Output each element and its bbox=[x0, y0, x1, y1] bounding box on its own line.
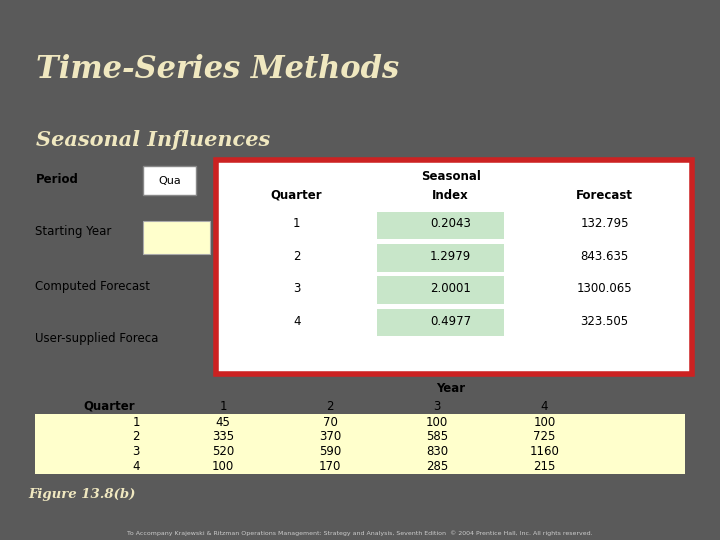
Text: 590: 590 bbox=[319, 445, 341, 458]
Text: 215: 215 bbox=[534, 460, 556, 472]
Text: Figure 13.8(b): Figure 13.8(b) bbox=[29, 488, 136, 501]
Text: 2: 2 bbox=[132, 430, 140, 443]
Text: User-supplied Foreca: User-supplied Foreca bbox=[35, 332, 159, 345]
FancyBboxPatch shape bbox=[143, 166, 197, 195]
Text: Period: Period bbox=[35, 173, 78, 186]
FancyBboxPatch shape bbox=[143, 221, 210, 254]
FancyBboxPatch shape bbox=[377, 276, 504, 304]
Text: Forecast: Forecast bbox=[576, 189, 633, 202]
Text: 1: 1 bbox=[132, 416, 140, 429]
Text: Index: Index bbox=[432, 189, 469, 202]
Text: 3: 3 bbox=[433, 400, 441, 413]
FancyBboxPatch shape bbox=[35, 414, 685, 474]
Text: 45: 45 bbox=[215, 416, 230, 429]
Text: 100: 100 bbox=[426, 416, 449, 429]
Text: To Accompany Krajewski & Ritzman Operations Management: Strategy and Analysis, S: To Accompany Krajewski & Ritzman Operati… bbox=[127, 531, 593, 536]
Text: Quarter: Quarter bbox=[84, 400, 135, 413]
Text: 1.2979: 1.2979 bbox=[430, 249, 472, 263]
Text: Time-Series Methods: Time-Series Methods bbox=[36, 54, 399, 85]
Text: 3: 3 bbox=[293, 282, 300, 295]
Text: 370: 370 bbox=[319, 430, 341, 443]
Text: 1: 1 bbox=[219, 400, 227, 413]
Text: Computed Forecast: Computed Forecast bbox=[35, 280, 150, 293]
Text: 70: 70 bbox=[323, 416, 338, 429]
Text: Starting Year: Starting Year bbox=[35, 225, 112, 238]
Text: 170: 170 bbox=[319, 460, 341, 472]
FancyBboxPatch shape bbox=[377, 309, 504, 336]
Text: 1300.065: 1300.065 bbox=[577, 282, 632, 295]
Text: 725: 725 bbox=[534, 430, 556, 443]
Text: 4: 4 bbox=[132, 460, 140, 472]
Text: 0.2043: 0.2043 bbox=[431, 217, 471, 231]
Text: 2: 2 bbox=[293, 249, 300, 263]
Text: Seasonal Influences: Seasonal Influences bbox=[36, 130, 270, 150]
Text: 2.0001: 2.0001 bbox=[431, 282, 471, 295]
Text: 4: 4 bbox=[293, 314, 300, 328]
Text: 132.795: 132.795 bbox=[580, 217, 629, 231]
Text: Seasonal: Seasonal bbox=[420, 170, 480, 183]
Text: 830: 830 bbox=[426, 445, 449, 458]
Text: 843.635: 843.635 bbox=[580, 249, 629, 263]
Text: Quarter: Quarter bbox=[271, 189, 323, 202]
Text: 585: 585 bbox=[426, 430, 449, 443]
Text: 0.4977: 0.4977 bbox=[430, 314, 471, 328]
Text: 323.505: 323.505 bbox=[580, 314, 629, 328]
Text: 1: 1 bbox=[293, 217, 300, 231]
FancyBboxPatch shape bbox=[377, 212, 504, 239]
Text: 1160: 1160 bbox=[529, 445, 559, 458]
FancyBboxPatch shape bbox=[216, 160, 692, 374]
Text: Year: Year bbox=[436, 382, 465, 395]
Text: 4: 4 bbox=[541, 400, 548, 413]
FancyBboxPatch shape bbox=[377, 244, 504, 272]
Text: 3: 3 bbox=[132, 445, 140, 458]
Text: 100: 100 bbox=[212, 460, 234, 472]
Text: 285: 285 bbox=[426, 460, 449, 472]
Text: 520: 520 bbox=[212, 445, 234, 458]
Text: 2: 2 bbox=[326, 400, 334, 413]
Text: 100: 100 bbox=[534, 416, 556, 429]
Text: 335: 335 bbox=[212, 430, 234, 443]
Text: Qua: Qua bbox=[158, 176, 181, 186]
